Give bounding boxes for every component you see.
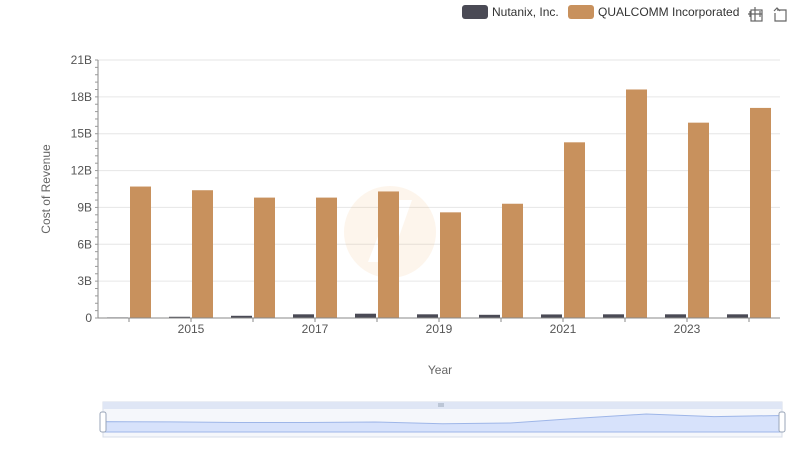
bar-qualcomm[interactable] <box>688 122 709 319</box>
y-tick-label: 6B <box>77 237 92 251</box>
legend-swatch-qualcomm <box>568 5 594 19</box>
bar-qualcomm[interactable] <box>502 203 523 318</box>
bar-qualcomm[interactable] <box>254 197 275 318</box>
y-tick-label: 3B <box>77 274 92 288</box>
slider-handle-left[interactable] <box>99 411 107 433</box>
y-axis-title: Cost of Revenue <box>39 144 53 234</box>
legend-label-nutanix: Nutanix, Inc. <box>492 5 559 19</box>
y-tick-label: 15B <box>71 127 92 141</box>
bar-nutanix[interactable] <box>665 314 686 318</box>
slider-overview-area <box>102 413 783 433</box>
x-axis-title: Year <box>428 363 452 377</box>
bar-qualcomm[interactable] <box>750 107 771 319</box>
bar-nutanix[interactable] <box>603 314 624 318</box>
y-axis: 0 3B 6B 9B 12B 15B 18B 21B <box>71 53 99 325</box>
bar-nutanix[interactable] <box>231 315 252 318</box>
bars <box>107 89 771 319</box>
legend-label-qualcomm: QUALCOMM Incorporated <box>598 5 739 19</box>
x-tick-label: 2015 <box>178 322 205 336</box>
data-zoom-slider[interactable] <box>99 401 786 438</box>
x-tick-label: 2021 <box>550 322 577 336</box>
bar-nutanix[interactable] <box>479 314 500 318</box>
bar-nutanix[interactable] <box>727 314 748 318</box>
y-tick-label: 18B <box>71 90 92 104</box>
bar-nutanix[interactable] <box>169 316 190 318</box>
bar-qualcomm[interactable] <box>130 186 151 318</box>
legend-swatch-nutanix <box>462 5 488 19</box>
bar-qualcomm[interactable] <box>316 197 337 318</box>
legend-item-qualcomm[interactable]: QUALCOMM Incorporated <box>568 5 739 19</box>
y-tick-label: 9B <box>77 200 92 214</box>
bar-nutanix[interactable] <box>293 314 314 318</box>
legend: Nutanix, Inc. QUALCOMM Incorporated <box>462 5 739 19</box>
bar-qualcomm[interactable] <box>626 89 647 318</box>
bar-nutanix[interactable] <box>417 314 438 318</box>
bar-nutanix[interactable] <box>541 314 562 318</box>
y-tick-label: 12B <box>71 164 92 178</box>
bar-qualcomm[interactable] <box>564 142 585 318</box>
bar-qualcomm[interactable] <box>378 191 399 318</box>
slider-move-handle-icon[interactable] <box>438 403 444 407</box>
y-tick-label: 0 <box>85 311 92 325</box>
x-tick-label: 2023 <box>674 322 701 336</box>
x-tick-label: 2017 <box>302 322 329 336</box>
y-tick-label: 21B <box>71 53 92 67</box>
legend-item-nutanix[interactable]: Nutanix, Inc. <box>462 5 559 19</box>
slider-handle-right[interactable] <box>778 411 786 433</box>
zoom-reset-icon[interactable] <box>773 7 787 22</box>
bar-qualcomm[interactable] <box>440 212 461 318</box>
x-axis: 2015 2017 2019 2021 2023 <box>98 317 780 336</box>
zoom-select-icon[interactable] <box>748 7 763 22</box>
bar-nutanix[interactable] <box>355 313 376 318</box>
bar-qualcomm[interactable] <box>192 190 213 318</box>
x-tick-label: 2019 <box>426 322 453 336</box>
